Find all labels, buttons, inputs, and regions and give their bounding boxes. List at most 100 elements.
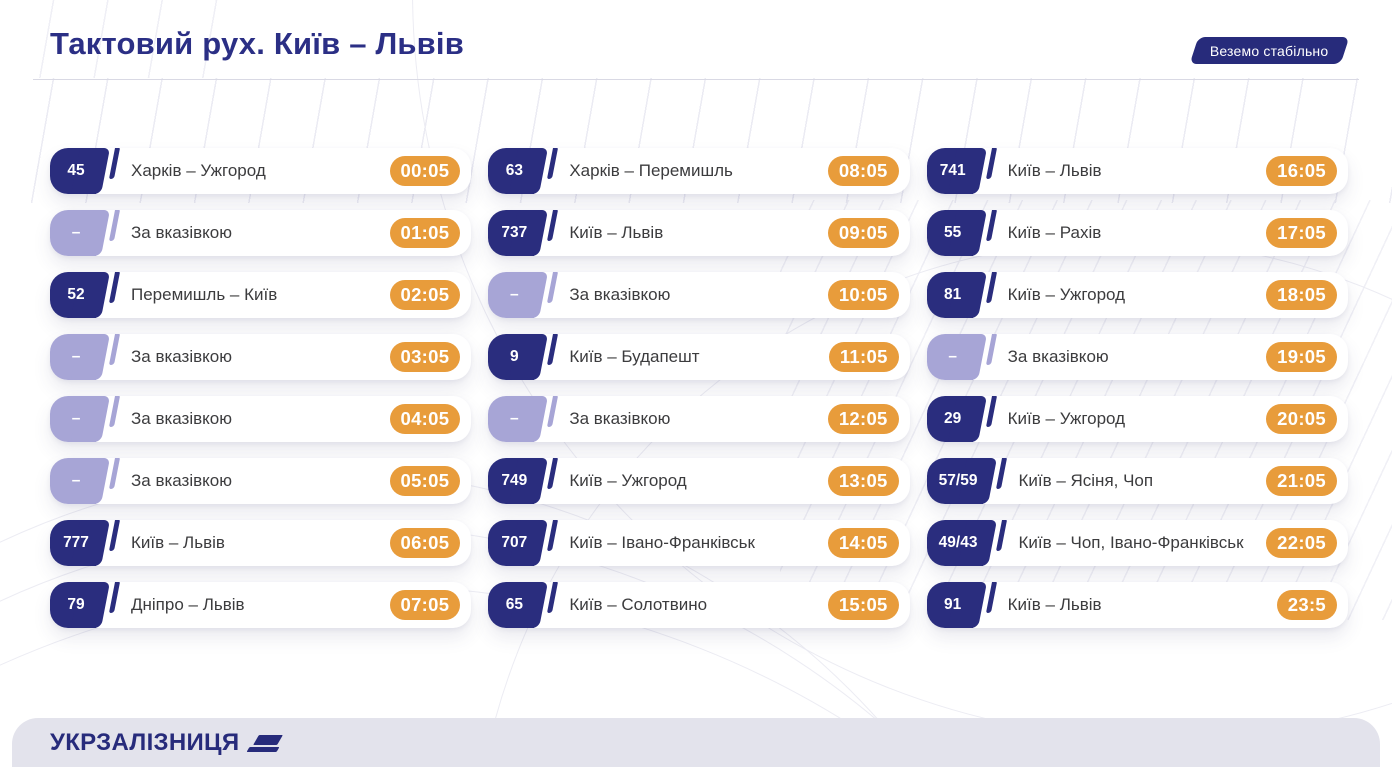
departure-time-badge: 07:05 [389, 590, 461, 620]
slogan-badge-label: Веземо стабільно [1210, 42, 1329, 59]
departure-time-badge: 01:05 [389, 218, 461, 248]
departure-time-badge: 23:5 [1276, 590, 1337, 620]
logo-text: УКРЗАЛІЗНИЦЯ [50, 728, 240, 756]
route-label: Перемишль – Київ [131, 285, 278, 304]
route-label: Київ – Львів [131, 533, 225, 552]
train-number-badge: 29 [926, 396, 999, 442]
train-number-label: – [71, 348, 81, 365]
train-number-label: 9 [510, 348, 519, 365]
badge-slash-icon [547, 148, 559, 179]
departure-time-badge: 08:05 [827, 156, 899, 186]
schedule-grid: 45 Харків – Ужгород 00:05 – За вказівкою… [50, 148, 1348, 628]
departure-time-badge: 05:05 [389, 466, 461, 496]
departure-time-badge: 11:05 [828, 342, 899, 372]
train-number-badge: – [50, 396, 122, 442]
train-number-badge: 57/59 [926, 458, 1010, 504]
train-number-badge: – [50, 210, 122, 256]
train-number-label: 45 [67, 162, 85, 179]
departure-time-badge: 00:05 [389, 156, 461, 186]
badge-slash-icon [108, 582, 120, 613]
route-label: Київ – Ужгород [1007, 285, 1126, 304]
departure-time-badge: 20:05 [1266, 404, 1337, 434]
train-number-label: – [71, 224, 81, 241]
train-number-label: 749 [501, 472, 528, 489]
schedule-row: 79 Дніпро – Львів 07:05 [50, 582, 472, 628]
schedule-row: – За вказівкою 01:05 [50, 210, 472, 256]
route-label: Київ – Ясіня, Чоп [1018, 471, 1154, 490]
train-number-label: 777 [63, 534, 89, 551]
train-number-label: 741 [939, 162, 966, 179]
train-number-label: 63 [505, 162, 523, 179]
train-number-badge: 79 [50, 582, 122, 628]
departure-time-badge: 15:05 [827, 590, 899, 620]
train-number-badge: – [926, 334, 999, 380]
train-number-label: 737 [501, 224, 528, 241]
train-number-badge: 49/43 [926, 520, 1010, 566]
route-label: Харків – Ужгород [131, 161, 266, 180]
schedule-row: – За вказівкою 04:05 [50, 396, 472, 442]
schedule-row: 63 Харків – Перемишль 08:05 [488, 148, 910, 194]
departure-time-badge: 21:05 [1266, 466, 1337, 496]
train-number-label: 81 [944, 286, 962, 303]
badge-slash-icon [108, 520, 120, 551]
railway-flag-icon [246, 734, 284, 753]
schedule-row: 741 Київ – Львів 16:05 [926, 148, 1348, 194]
route-label: За вказівкою [131, 471, 232, 490]
schedule-row: 45 Харків – Ужгород 00:05 [50, 148, 472, 194]
schedule-row: 57/59 Київ – Ясіня, Чоп 21:05 [926, 458, 1348, 504]
train-number-badge: – [50, 458, 122, 504]
train-number-label: – [510, 286, 519, 303]
badge-slash-icon [547, 334, 559, 365]
route-label: За вказівкою [131, 409, 232, 428]
train-number-label: 29 [944, 410, 962, 427]
train-number-badge: 81 [926, 272, 999, 318]
badge-slash-icon [108, 148, 120, 179]
train-number-label: – [510, 410, 519, 427]
route-label: Харків – Перемишль [569, 161, 733, 180]
departure-time-badge: 22:05 [1266, 528, 1337, 558]
schedule-row: 52 Перемишль – Київ 02:05 [50, 272, 472, 318]
badge-slash-icon [996, 520, 1008, 551]
schedule-row: – За вказівкою 05:05 [50, 458, 472, 504]
route-label: Київ – Львів [1007, 595, 1102, 614]
route-label: Київ – Рахів [1007, 223, 1102, 242]
train-number-label: 707 [501, 534, 528, 551]
departure-time-badge: 18:05 [1266, 280, 1337, 310]
train-number-badge: 91 [926, 582, 999, 628]
train-number-label: 79 [67, 596, 85, 613]
route-label: За вказівкою [569, 409, 671, 428]
ukrzaliznytsia-logo: УКРЗАЛІЗНИЦЯ [50, 728, 284, 757]
train-number-badge: 9 [488, 334, 560, 380]
schedule-row: – За вказівкою 03:05 [50, 334, 472, 380]
footer-band: УКРЗАЛІЗНИЦЯ [12, 718, 1380, 767]
route-label: Київ – Чоп, Івано-Франківськ [1018, 533, 1244, 552]
schedule-row: 91 Київ – Львів 23:5 [926, 582, 1348, 628]
route-label: Дніпро – Львів [131, 595, 245, 614]
departure-time-badge: 17:05 [1266, 218, 1337, 248]
badge-slash-icon [108, 334, 120, 365]
schedule-row: 65 Київ – Солотвино 15:05 [488, 582, 910, 628]
schedule-row: 29 Київ – Ужгород 20:05 [926, 396, 1348, 442]
train-number-label: 57/59 [938, 472, 978, 489]
train-number-badge: 55 [926, 210, 999, 256]
badge-slash-icon [996, 458, 1008, 489]
route-label: За вказівкою [131, 223, 232, 242]
badge-slash-icon [547, 210, 559, 241]
badge-slash-icon [547, 520, 559, 551]
route-label: Київ – Львів [1007, 161, 1102, 180]
badge-slash-icon [108, 272, 120, 303]
train-number-badge: 707 [488, 520, 560, 566]
departure-time-badge: 16:05 [1266, 156, 1337, 186]
schedule-row: 81 Київ – Ужгород 18:05 [926, 272, 1348, 318]
schedule-row: 49/43 Київ – Чоп, Івано-Франківськ 22:05 [926, 520, 1348, 566]
departure-time-badge: 10:05 [827, 280, 899, 310]
departure-time-badge: 19:05 [1266, 342, 1337, 372]
departure-time-badge: 09:05 [827, 218, 899, 248]
schedule-row: – За вказівкою 10:05 [488, 272, 910, 318]
badge-slash-icon [985, 210, 997, 241]
departure-time-badge: 04:05 [389, 404, 461, 434]
train-number-badge: – [488, 396, 560, 442]
route-label: За вказівкою [131, 347, 232, 366]
train-number-label: 55 [944, 224, 962, 241]
